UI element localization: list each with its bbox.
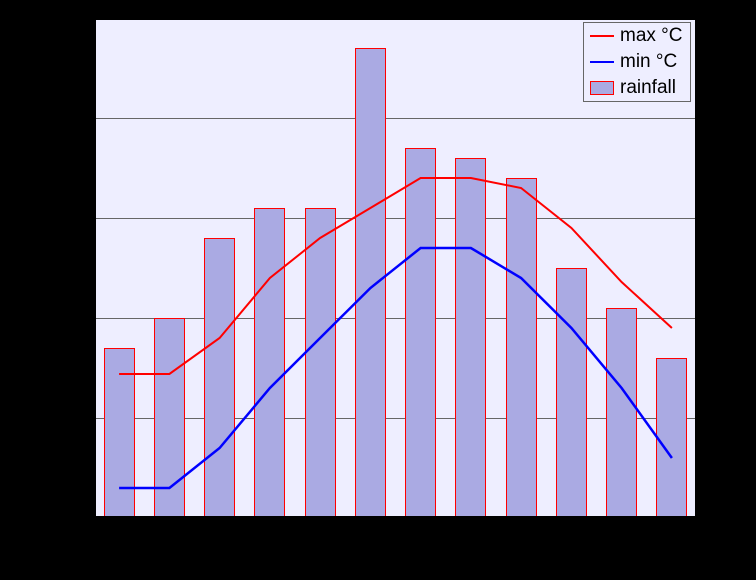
bar [556,268,587,518]
line_min [119,248,672,488]
chart-plot-area: max °C min °C rainfall [94,18,697,518]
bar [405,148,436,518]
bar [305,208,336,518]
bar [154,318,185,518]
gridline [94,218,697,219]
gridline [94,18,697,19]
bar [606,308,637,518]
legend-item: rainfall [584,75,690,101]
bar [455,158,486,518]
legend-label: min °C [620,51,677,73]
legend-label: rainfall [620,77,676,99]
bar [104,348,135,518]
legend-swatch-line [590,61,614,63]
bar [355,48,386,518]
legend-swatch-rect [590,81,614,95]
bar [506,178,537,518]
line_max [119,178,672,374]
legend-item: max °C [584,23,690,49]
gridline [94,118,697,119]
legend: max °C min °C rainfall [583,22,691,102]
legend-item: min °C [584,49,690,75]
legend-label: max °C [620,25,683,47]
bar [656,358,687,518]
legend-swatch-line [590,35,614,37]
bar [254,208,285,518]
bar [204,238,235,518]
